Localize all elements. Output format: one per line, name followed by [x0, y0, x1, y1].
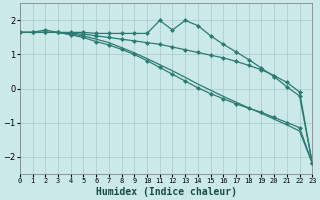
X-axis label: Humidex (Indice chaleur): Humidex (Indice chaleur): [96, 186, 236, 197]
